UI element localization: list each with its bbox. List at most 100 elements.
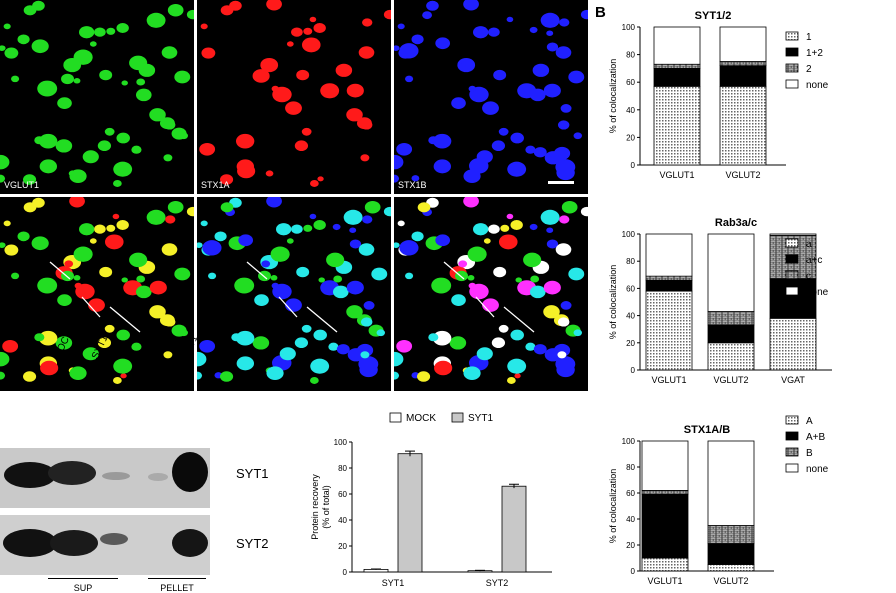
fluorescent-puncta <box>363 301 375 310</box>
fluorescent-puncta <box>23 371 37 382</box>
fluorescent-puncta <box>220 174 234 185</box>
bar-segment <box>769 317 817 371</box>
fluorescent-puncta <box>540 12 560 28</box>
fluorescent-puncta <box>165 215 176 224</box>
fluorescent-puncta <box>146 209 166 225</box>
fluorescent-puncta <box>261 63 271 71</box>
x-tick-label: VGLUT1 <box>651 375 686 385</box>
fluorescent-puncta <box>476 150 493 164</box>
fluorescent-puncta <box>121 277 128 283</box>
y-tick-label: 0 <box>631 567 636 576</box>
fluorescent-puncta <box>82 150 99 164</box>
y-tick-label: 60 <box>626 489 635 498</box>
fluorescent-puncta <box>291 27 303 37</box>
arrow-icon <box>503 306 535 333</box>
fluorescent-puncta <box>546 42 559 52</box>
fluorescent-puncta <box>11 75 20 83</box>
bar <box>501 485 527 573</box>
fluorescent-puncta <box>559 215 570 224</box>
fluorescent-puncta <box>301 37 321 53</box>
fluorescent-puncta <box>23 174 37 185</box>
fluorescent-puncta <box>234 277 255 294</box>
micro-label: VGLUT1 <box>4 180 40 190</box>
fluorescent-puncta <box>199 142 216 156</box>
y-tick-label: 0 <box>631 161 636 170</box>
fluorescent-puncta <box>343 209 363 225</box>
fluorescent-puncta <box>310 376 319 384</box>
fluorescent-puncta <box>89 238 97 244</box>
fluorescent-puncta <box>433 159 452 174</box>
bar-segment <box>645 275 693 281</box>
legend-label: none <box>806 464 829 475</box>
fluorescent-puncta <box>533 344 547 355</box>
y-tick-label: 80 <box>626 463 635 472</box>
legend-label: 2 <box>806 64 812 75</box>
fluorescent-puncta <box>57 97 72 109</box>
fluorescent-puncta <box>507 376 516 384</box>
fluorescent-puncta <box>214 231 227 242</box>
fluorescent-puncta <box>529 26 538 34</box>
fluorescent-puncta <box>57 294 72 306</box>
fluorescent-puncta <box>544 151 562 165</box>
fluorescent-puncta <box>208 272 217 280</box>
fluorescent-puncta <box>0 174 6 183</box>
fluorescent-puncta <box>482 298 499 312</box>
fluorescent-puncta <box>463 366 481 381</box>
bar-segment <box>719 26 767 62</box>
fluorescent-puncta <box>179 132 189 140</box>
x-tick-label: VGAT <box>781 375 805 385</box>
y-tick-label: 20 <box>626 133 635 142</box>
fluorescent-puncta <box>271 85 279 92</box>
fluorescent-puncta <box>405 75 414 83</box>
fluorescent-puncta <box>318 277 325 283</box>
legend-swatch <box>785 254 799 264</box>
y-tick-label: 40 <box>626 106 635 115</box>
legend-swatch <box>785 31 799 41</box>
fluorescent-puncta <box>515 277 522 283</box>
bar-segment <box>707 543 755 565</box>
x-tick-label: SYT2 <box>486 578 509 588</box>
fluorescent-puncta <box>4 47 19 59</box>
legend-label: 1+2 <box>806 48 823 59</box>
micro-vglut1: VGLUT1 <box>0 0 194 194</box>
fluorescent-puncta <box>500 224 510 232</box>
y-tick-label: 100 <box>334 438 348 447</box>
fluorescent-puncta <box>498 234 518 250</box>
fluorescent-puncta <box>55 139 73 153</box>
fluorescent-puncta <box>34 333 45 342</box>
fluorescent-puncta <box>163 351 173 359</box>
arrow-icon <box>246 261 268 280</box>
legend-label: SYT1 <box>468 413 493 424</box>
micro-merge-all <box>394 197 588 391</box>
fluorescent-puncta <box>129 55 148 71</box>
fluorescent-puncta <box>199 339 216 353</box>
fluorescent-puncta <box>543 305 560 319</box>
fluorescent-puncta <box>291 224 303 234</box>
fluorescent-puncta <box>573 329 583 337</box>
lane-label: 10% INPUT <box>12 310 45 363</box>
fluorescent-puncta <box>163 317 176 327</box>
fluorescent-puncta <box>360 120 373 130</box>
fluorescent-puncta <box>336 344 350 355</box>
legend-label: MOCK <box>406 413 436 424</box>
bar-segment <box>645 233 693 277</box>
fluorescent-puncta <box>580 206 588 217</box>
fluorescent-puncta <box>296 69 310 81</box>
arrow-icon <box>443 261 465 280</box>
fluorescent-puncta <box>61 73 74 85</box>
legend-swatch <box>785 415 799 425</box>
fluorescent-puncta <box>364 200 381 214</box>
bar-segment <box>707 440 755 526</box>
arrow-icon <box>306 306 338 333</box>
micro-stx1a: STX1A <box>197 0 391 194</box>
y-tick-label: 80 <box>626 257 635 266</box>
fluorescent-puncta <box>568 70 585 84</box>
fluorescent-puncta <box>358 243 375 256</box>
fluorescent-puncta <box>310 179 319 187</box>
fluorescent-puncta <box>498 324 509 333</box>
fluorescent-puncta <box>69 169 87 184</box>
fluorescent-puncta <box>434 360 453 376</box>
fluorescent-puncta <box>560 104 572 113</box>
fluorescent-puncta <box>286 238 294 244</box>
legend-label: a <box>806 239 812 250</box>
